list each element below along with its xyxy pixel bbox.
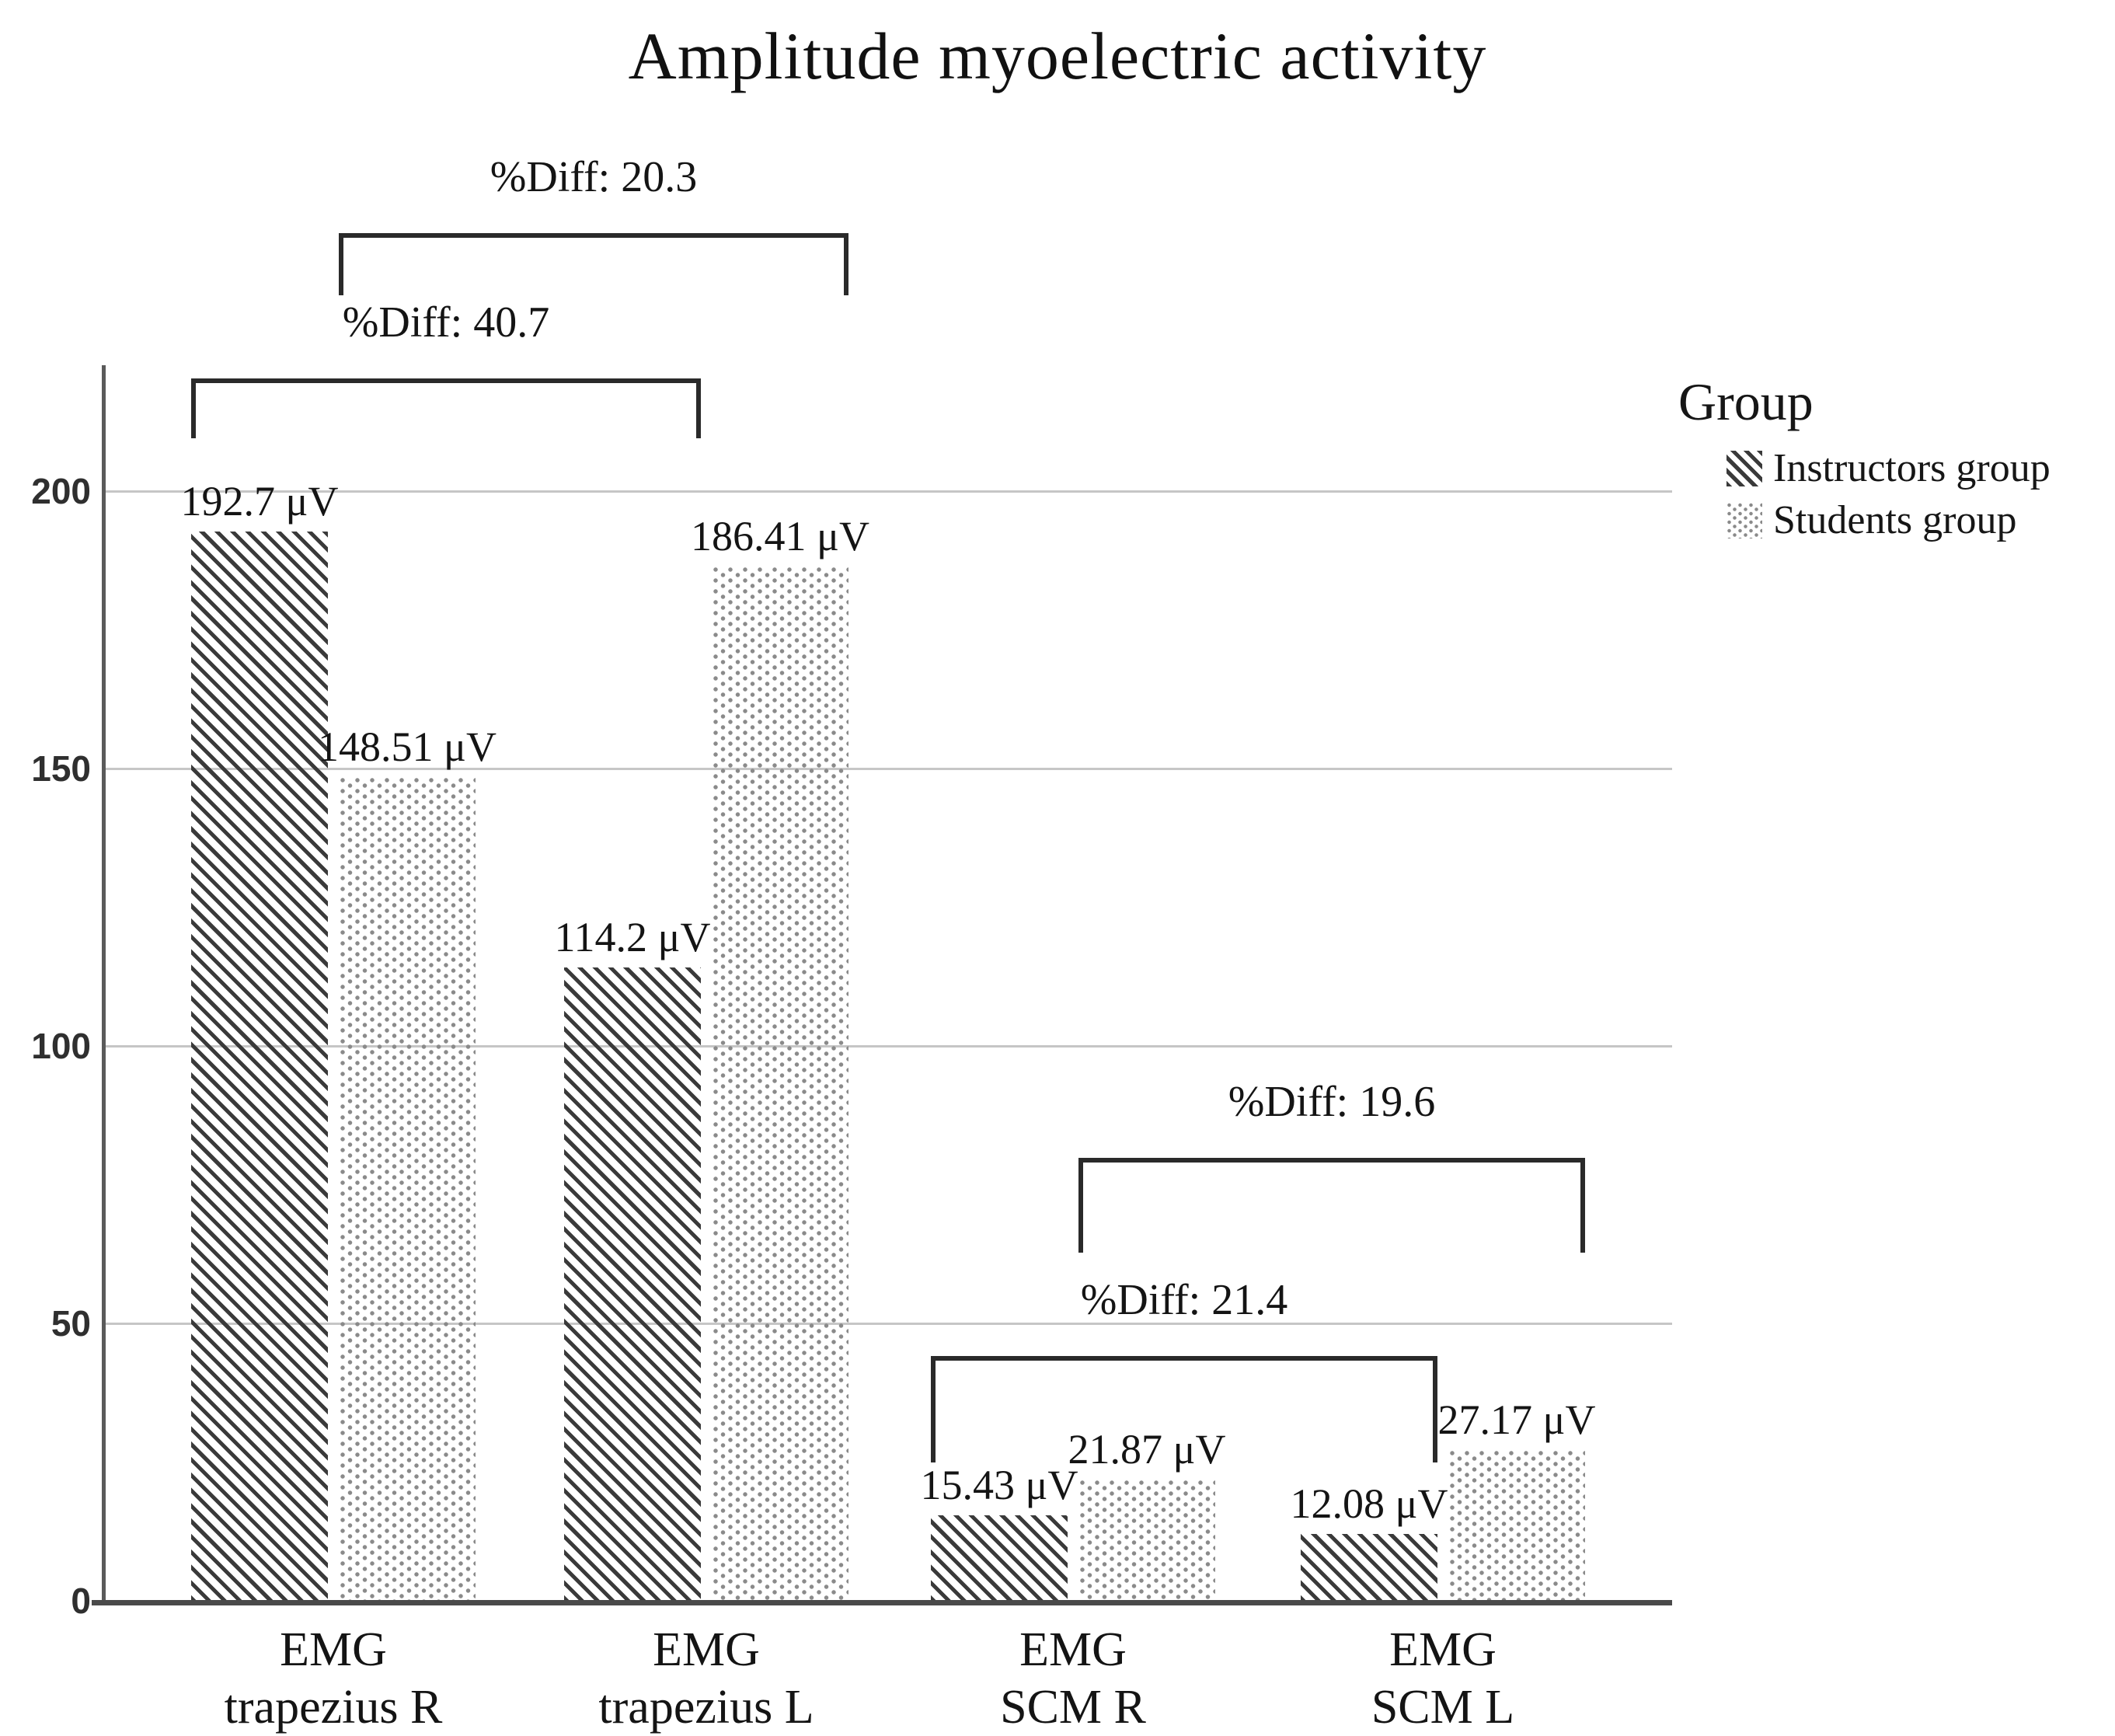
bar-students-group-emg-trapezius-l: [712, 566, 848, 1601]
y-tick-label: 0: [71, 1581, 91, 1621]
bar-students-group-emg-scm-l: [1448, 1450, 1585, 1601]
bar-students-group-emg-trapezius-r: [339, 777, 476, 1601]
category-label-line1: EMG: [653, 1623, 760, 1676]
category-label-line1: EMG: [1019, 1623, 1127, 1676]
legend-item-students: Students group: [1726, 497, 2051, 543]
bar-value-label: 15.43 μV: [920, 1462, 1078, 1508]
gridline-100: [105, 1045, 1672, 1048]
bar-value-label: 12.08 μV: [1290, 1480, 1448, 1527]
diff-bracket-line: [931, 1356, 1437, 1361]
diff-bracket-left-tick: [931, 1356, 936, 1462]
gridline-50: [105, 1323, 1672, 1325]
gridline-150: [105, 768, 1672, 770]
legend-items: Instructors group Students group: [1726, 445, 2051, 543]
legend-item-instructors: Instructors group: [1726, 445, 2051, 491]
diff-label: %Diff: 40.7: [342, 298, 550, 347]
y-axis-line: [102, 365, 106, 1605]
chart-title: Amplitude myoelectric activity: [628, 19, 1487, 93]
diff-bracket-left-tick: [339, 233, 343, 295]
gridline-200: [105, 490, 1672, 493]
bar-instructors-group-emg-scm-l: [1301, 1534, 1437, 1601]
legend-item-label: Instructors group: [1773, 446, 2051, 490]
category-label-line2: SCM R: [1000, 1681, 1146, 1734]
diff-label: %Diff: 21.4: [1080, 1276, 1288, 1324]
diff-bracket-right-tick: [844, 233, 848, 295]
diagonal-hatch-swatch-icon: [1726, 450, 1762, 486]
bar-instructors-group-emg-scm-r: [931, 1515, 1068, 1601]
category-label-line1: EMG: [1389, 1623, 1497, 1676]
dots-swatch-icon: [1726, 502, 1762, 539]
diff-bracket-right-tick: [696, 378, 701, 438]
bar-instructors-group-emg-trapezius-r: [191, 532, 328, 1601]
legend: Group Instructors group Students group: [1678, 371, 2051, 549]
bar-instructors-group-emg-trapezius-l: [564, 967, 701, 1601]
category-label-emg-scm-r: EMG SCM R: [1000, 1621, 1146, 1736]
y-tick-label: 50: [51, 1303, 91, 1344]
category-label-emg-trapezius-r: EMG trapezius R: [225, 1621, 443, 1736]
diff-bracket-left-tick: [1078, 1158, 1083, 1253]
bar-value-label: 114.2 μV: [554, 914, 711, 960]
bar-value-label: 186.41 μV: [691, 513, 869, 559]
legend-item-label: Students group: [1773, 498, 2017, 542]
legend-title: Group: [1678, 372, 1814, 431]
diff-bracket-line: [339, 233, 848, 238]
category-label-emg-trapezius-l: EMG trapezius L: [598, 1621, 814, 1736]
category-label-emg-scm-l: EMG SCM L: [1371, 1621, 1514, 1736]
y-tick-label: 150: [31, 748, 91, 789]
category-label-line2: SCM L: [1371, 1681, 1515, 1734]
diff-bracket-line: [191, 378, 701, 383]
bar-students-group-emg-scm-r: [1078, 1480, 1215, 1601]
diff-label: %Diff: 20.3: [490, 153, 698, 201]
diff-bracket-right-tick: [1580, 1158, 1585, 1253]
diff-bracket-left-tick: [191, 378, 196, 438]
bar-value-label: 21.87 μV: [1068, 1426, 1226, 1473]
y-tick-label: 200: [31, 471, 91, 511]
bar-value-label: 27.17 μV: [1437, 1396, 1596, 1443]
bar-value-label: 148.51 μV: [318, 723, 497, 770]
category-label-line2: trapezius R: [224, 1681, 443, 1734]
category-label-line2: trapezius L: [598, 1681, 814, 1734]
bar-value-label: 192.7 μV: [180, 478, 339, 525]
y-tick-label: 100: [31, 1026, 91, 1066]
x-axis-line: [92, 1600, 1672, 1605]
diff-label: %Diff: 19.6: [1228, 1078, 1436, 1126]
diff-bracket-right-tick: [1433, 1356, 1437, 1462]
category-label-line1: EMG: [280, 1623, 387, 1676]
diff-bracket-line: [1078, 1158, 1585, 1163]
